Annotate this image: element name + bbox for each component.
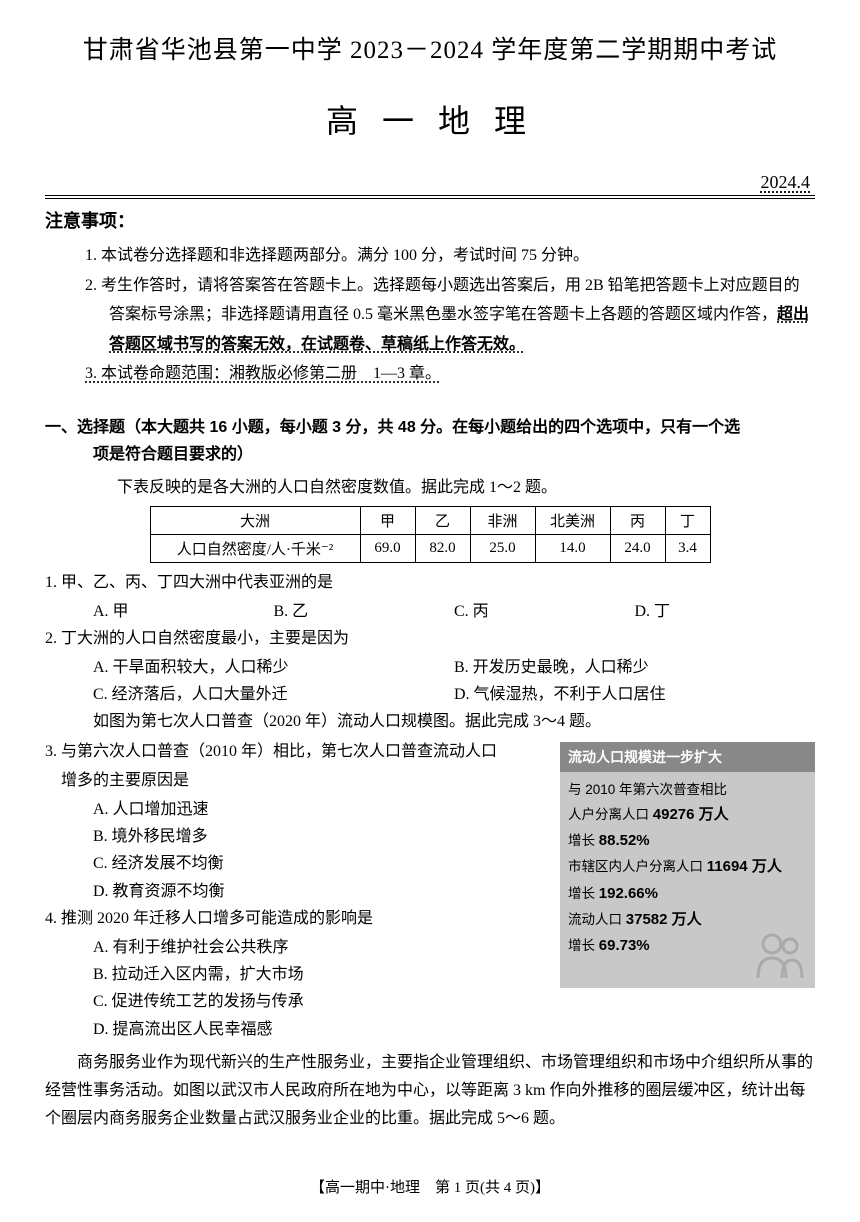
td-v5: 3.4 bbox=[665, 534, 710, 562]
q1-d: D. 丁 bbox=[635, 598, 816, 625]
q3-b-row: B. 境外移民增多 bbox=[45, 823, 550, 850]
section-1-line2: 项是符合题目要求的） bbox=[45, 446, 253, 463]
ib-l6-val: 37582 万人 bbox=[626, 911, 702, 928]
q1-options: A. 甲 B. 乙 C. 丙 D. 丁 bbox=[45, 598, 815, 625]
table-data-row: 人口自然密度/人·千米⁻² 69.0 82.0 25.0 14.0 24.0 3… bbox=[150, 534, 710, 562]
main-title: 甘肃省华池县第一中学 2023－2024 学年度第二学期期中考试 bbox=[45, 30, 815, 66]
ib-l7-pre: 增长 bbox=[568, 938, 599, 953]
q1-c: C. 丙 bbox=[454, 598, 635, 625]
section-1-title: 一、选择题（本大题共 16 小题，每小题 3 分，共 48 分。在每小题给出的四… bbox=[45, 414, 815, 468]
q3-b: B. 境外移民增多 bbox=[93, 823, 550, 850]
th-continent: 大洲 bbox=[150, 506, 360, 534]
page-footer: 【高一期中·地理 第 1 页(共 4 页)】 bbox=[0, 1176, 860, 1197]
q4-c: C. 促进传统工艺的发扬与传承 bbox=[93, 988, 815, 1015]
q1-a: A. 甲 bbox=[93, 598, 274, 625]
td-v3: 14.0 bbox=[535, 534, 610, 562]
ib-l2-val: 49276 万人 bbox=[653, 806, 729, 823]
q4-a: A. 有利于维护社会公共秩序 bbox=[93, 934, 550, 961]
td-v1: 82.0 bbox=[415, 534, 470, 562]
td-v0: 69.0 bbox=[360, 534, 415, 562]
ib-l7-val: 69.73% bbox=[599, 937, 650, 954]
context-34: 如图为第七次人口普查（2020 年）流动人口规模图。据此完成 3～4 题。 bbox=[45, 708, 815, 735]
q2-a: A. 干旱面积较大，人口稀少 bbox=[93, 654, 454, 681]
q3-text-l1: 3. 与第六次人口普查（2010 年）相比，第七次人口普查流动人口 bbox=[45, 738, 550, 765]
th-africa: 非洲 bbox=[470, 506, 535, 534]
q4-a-row: A. 有利于维护社会公共秩序 bbox=[45, 934, 550, 961]
q3-d: D. 教育资源不均衡 bbox=[93, 878, 550, 905]
ib-l5-val: 192.66% bbox=[599, 885, 658, 902]
q4-d-row: D. 提高流出区人民幸福感 bbox=[45, 1016, 815, 1043]
q3-a-row: A. 人口增加迅速 bbox=[45, 796, 550, 823]
section-1-line1: 一、选择题（本大题共 16 小题，每小题 3 分，共 48 分。在每小题给出的四… bbox=[45, 419, 740, 436]
ib-l2-pre: 人户分离人口 bbox=[568, 807, 653, 822]
notice-item-2: 2. 考生作答时，请将答案答在答题卡上。选择题每小题选出答案后，用 2B 铅笔把… bbox=[85, 271, 815, 360]
q2-options-1: A. 干旱面积较大，人口稀少 B. 开发历史最晚，人口稀少 bbox=[45, 654, 815, 681]
th-jia: 甲 bbox=[360, 506, 415, 534]
td-label: 人口自然密度/人·千米⁻² bbox=[150, 534, 360, 562]
q4-b-row: B. 拉动迁入区内需，扩大市场 bbox=[45, 961, 550, 988]
td-v4: 24.0 bbox=[610, 534, 665, 562]
th-bing: 丙 bbox=[610, 506, 665, 534]
census-infobox: 流动人口规模进一步扩大 与 2010 年第六次普查相比 人户分离人口 49276… bbox=[560, 742, 815, 989]
q3-c-row: C. 经济发展不均衡 bbox=[45, 850, 550, 877]
ib-line1: 与 2010 年第六次普查相比 bbox=[568, 778, 807, 802]
td-v2: 25.0 bbox=[470, 534, 535, 562]
paragraph-56: 商务服务业作为现代新兴的生产性服务业，主要指企业管理组织、市场管理组织和市场中介… bbox=[45, 1049, 815, 1133]
ib-l3-val: 88.52% bbox=[599, 832, 650, 849]
notice-item-3: 3. 本试卷命题范围：湘教版必修第二册 1―3 章。 bbox=[85, 359, 815, 389]
notice-2-text: 2. 考生作答时，请将答案答在答题卡上。选择题每小题选出答案后，用 2B 铅笔把… bbox=[85, 277, 800, 324]
q3-d-row: D. 教育资源不均衡 bbox=[45, 878, 550, 905]
q2-options-2: C. 经济落后，人口大量外迁 D. 气候湿热，不利于人口居住 bbox=[45, 681, 815, 708]
divider bbox=[45, 195, 815, 199]
infobox-header: 流动人口规模进一步扩大 bbox=[560, 742, 815, 773]
q2-text: 2. 丁大洲的人口自然密度最小，主要是因为 bbox=[45, 625, 815, 652]
q3-c: C. 经济发展不均衡 bbox=[93, 850, 550, 877]
density-table: 大洲 甲 乙 非洲 北美洲 丙 丁 人口自然密度/人·千米⁻² 69.0 82.… bbox=[150, 506, 711, 563]
sub-title: 高 一 地 理 bbox=[45, 96, 815, 142]
q3-text-l2: 增多的主要原因是 bbox=[45, 767, 550, 794]
notice-item-1: 1. 本试卷分选择题和非选择题两部分。满分 100 分，考试时间 75 分钟。 bbox=[85, 241, 815, 271]
q2-c: C. 经济落后，人口大量外迁 bbox=[93, 681, 454, 708]
th-ding: 丁 bbox=[665, 506, 710, 534]
people-icon bbox=[752, 930, 807, 980]
q1-text: 1. 甲、乙、丙、丁四大洲中代表亚洲的是 bbox=[45, 569, 815, 596]
q2-d: D. 气候湿热，不利于人口居住 bbox=[454, 681, 815, 708]
q3-a: A. 人口增加迅速 bbox=[93, 796, 550, 823]
q4-d: D. 提高流出区人民幸福感 bbox=[93, 1016, 815, 1043]
th-yi: 乙 bbox=[415, 506, 470, 534]
ib-l4-pre: 市辖区内人户分离人口 bbox=[568, 859, 707, 874]
q2-b: B. 开发历史最晚，人口稀少 bbox=[454, 654, 815, 681]
q4-c-row: C. 促进传统工艺的发扬与传承 bbox=[45, 988, 815, 1015]
notice-list: 1. 本试卷分选择题和非选择题两部分。满分 100 分，考试时间 75 分钟。 … bbox=[45, 241, 815, 389]
q4-b: B. 拉动迁入区内需，扩大市场 bbox=[93, 961, 550, 988]
exam-date: 2024.4 bbox=[45, 172, 815, 193]
q1-b: B. 乙 bbox=[274, 598, 455, 625]
ib-l5-pre: 增长 bbox=[568, 886, 599, 901]
th-namerica: 北美洲 bbox=[535, 506, 610, 534]
table-intro: 下表反映的是各大洲的人口自然密度数值。据此完成 1～2 题。 bbox=[45, 474, 815, 501]
table-header-row: 大洲 甲 乙 非洲 北美洲 丙 丁 bbox=[150, 506, 710, 534]
ib-l6-pre: 流动人口 bbox=[568, 912, 626, 927]
ib-l3-pre: 增长 bbox=[568, 833, 599, 848]
q4-text: 4. 推测 2020 年迁移人口增多可能造成的影响是 bbox=[45, 905, 550, 932]
ib-l4-val: 11694 万人 bbox=[707, 858, 782, 875]
notice-title: 注意事项： bbox=[45, 207, 815, 233]
